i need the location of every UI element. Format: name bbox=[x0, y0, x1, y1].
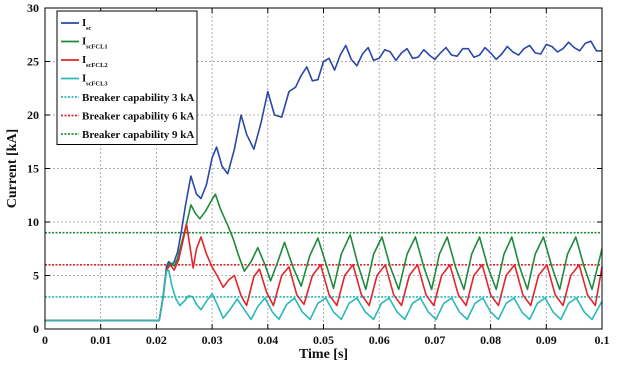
x-tick-label: 0.09 bbox=[536, 333, 557, 347]
legend-series-subscript: scFCL3 bbox=[86, 81, 108, 88]
y-tick-label: 30 bbox=[27, 1, 39, 15]
y-tick-label: 0 bbox=[33, 322, 39, 336]
series-line bbox=[45, 40, 602, 322]
x-tick-label: 0.08 bbox=[480, 333, 501, 347]
series-line bbox=[45, 269, 603, 322]
x-tick-label: 0.01 bbox=[90, 333, 111, 347]
legend-series-label: I bbox=[82, 17, 86, 29]
legend-series-label: I bbox=[82, 36, 86, 48]
y-tick-label: 20 bbox=[27, 108, 39, 122]
legend-series-subscript: sc bbox=[86, 25, 92, 32]
legend-series-label: I bbox=[82, 54, 86, 66]
legend-series-label: I bbox=[82, 73, 86, 85]
legend-series-subscript: scFCL1 bbox=[86, 44, 108, 51]
series-lines bbox=[45, 40, 603, 322]
x-tick-label: 0.04 bbox=[257, 333, 278, 347]
legend-reference-label: Breaker capability 3 kA bbox=[82, 92, 194, 104]
y-tick-label: 10 bbox=[27, 215, 39, 229]
y-tick-label: 15 bbox=[27, 162, 39, 176]
y-axis-label: Current [kA] bbox=[5, 129, 20, 208]
x-tick-label: 0.03 bbox=[202, 333, 223, 347]
x-tick-label: 0.07 bbox=[424, 333, 445, 347]
y-tick-label: 5 bbox=[33, 269, 39, 283]
y-tick-label: 25 bbox=[27, 55, 39, 69]
x-tick-label: 0.06 bbox=[369, 333, 390, 347]
legend-reference-label: Breaker capability 9 kA bbox=[82, 129, 194, 141]
reference-lines bbox=[45, 231, 602, 298]
legend-box bbox=[56, 10, 198, 145]
legend-series-subscript: scFCL2 bbox=[86, 62, 108, 69]
x-axis-ticks: 0 0.01 0.02 0.03 0.04 0.05 0.06 0.07 0.08 0.09 0.1 bbox=[42, 8, 610, 347]
y-axis-ticks: 0 5 10 15 20 25 30 bbox=[27, 1, 602, 336]
series-line bbox=[45, 193, 603, 322]
x-tick-label: 0.1 bbox=[595, 333, 610, 347]
x-axis-label: Time [s] bbox=[299, 347, 348, 362]
legend-reference-label: Breaker capability 6 kA bbox=[82, 111, 194, 123]
series-line bbox=[45, 223, 603, 322]
x-tick-label: 0.05 bbox=[313, 333, 334, 347]
x-tick-label: 0.02 bbox=[146, 333, 167, 347]
x-tick-label: 0 bbox=[42, 333, 48, 347]
